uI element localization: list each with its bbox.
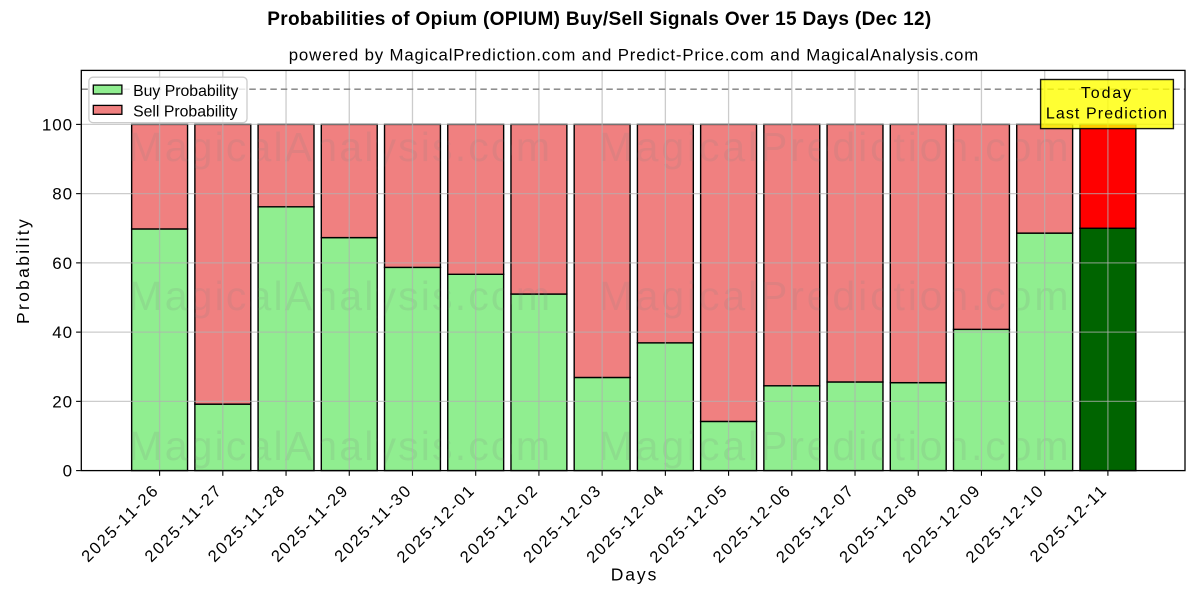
svg-text:40: 40 — [52, 323, 73, 342]
svg-text:0: 0 — [63, 462, 73, 481]
svg-text:Sell Probability: Sell Probability — [133, 103, 238, 120]
svg-text:Last Prediction: Last Prediction — [1046, 106, 1168, 123]
svg-text:Probability: Probability — [13, 217, 33, 324]
svg-text:Buy Probability: Buy Probability — [133, 83, 238, 100]
svg-text:Probabilities of Opium (OPIUM): Probabilities of Opium (OPIUM) Buy/Sell … — [267, 9, 931, 30]
svg-text:MagicalPrediction.com: MagicalPrediction.com — [599, 124, 1072, 170]
svg-text:powered by MagicalPrediction.c: powered by MagicalPrediction.com and Pre… — [289, 46, 979, 65]
svg-text:20: 20 — [52, 392, 73, 411]
svg-text:Today: Today — [1081, 85, 1133, 102]
svg-text:60: 60 — [52, 254, 73, 273]
svg-text:MagicalAnalysis.com: MagicalAnalysis.com — [128, 273, 552, 319]
svg-text:MagicalAnalysis.com: MagicalAnalysis.com — [128, 423, 552, 469]
svg-text:80: 80 — [52, 185, 73, 204]
svg-text:100: 100 — [42, 116, 73, 135]
svg-text:MagicalPrediction.com: MagicalPrediction.com — [599, 273, 1072, 319]
svg-text:MagicalPrediction.com: MagicalPrediction.com — [599, 423, 1072, 469]
svg-text:Days: Days — [611, 565, 658, 585]
svg-text:MagicalAnalysis.com: MagicalAnalysis.com — [128, 124, 552, 170]
